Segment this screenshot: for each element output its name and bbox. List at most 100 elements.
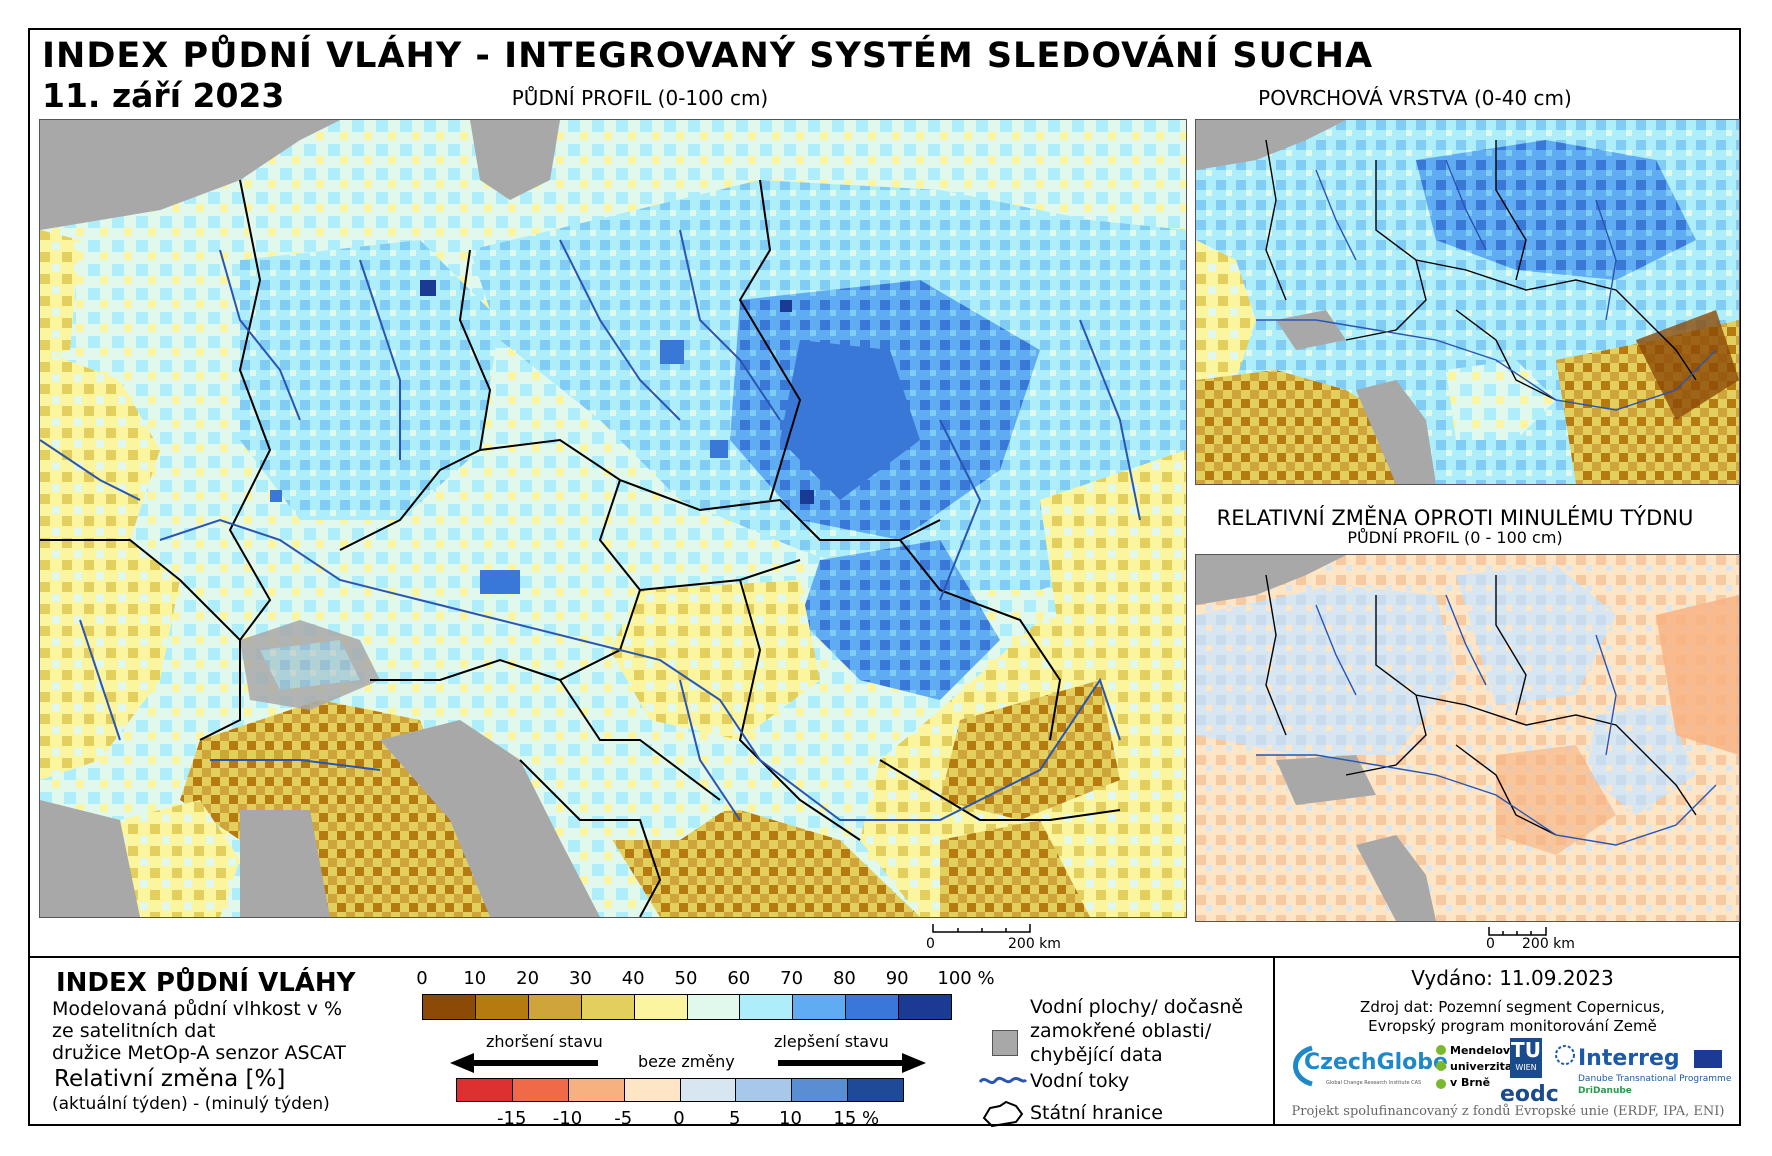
change-scale-end: 200 km — [1522, 936, 1575, 952]
data-source-1: Zdroj dat: Pozemní segment Copernicus, — [1360, 998, 1665, 1016]
main-map-graphic — [40, 120, 1186, 917]
mendel-logo: Mendelova univerzita v Brně — [1434, 1042, 1518, 1106]
change-tick-label: -5 — [614, 1108, 633, 1129]
index-tick-label: 20 — [516, 968, 540, 989]
index-bar-segment — [740, 995, 794, 1019]
change-scale-zero: 0 — [1486, 936, 1495, 952]
czechglobe-text: CzechGlobe — [1304, 1050, 1448, 1075]
change-legend-desc: (aktuální týden) - (minulý týden) — [52, 1094, 330, 1114]
index-bar-segment — [899, 995, 952, 1019]
index-tick-label: 50 — [674, 968, 698, 989]
tu-subtext: WIEN — [1515, 1063, 1537, 1072]
interreg-subtext-1: Danube Transnational Programme — [1578, 1074, 1732, 1084]
czechglobe-subtext: Global Change Research Institute CAS — [1326, 1080, 1422, 1086]
map-frame: INDEX PŮDNÍ VLÁHY - INTEGROVANÝ SYSTÉM S… — [28, 28, 1742, 1129]
legend-divider-vertical — [1273, 956, 1275, 1124]
main-scale-end: 200 km — [1008, 936, 1061, 952]
issued-date: Vydáno: 11.09.2023 — [1411, 966, 1614, 990]
index-bar-segment — [475, 995, 529, 1019]
borders-label: Státní hranice — [1030, 1102, 1163, 1124]
rivers-label: Vodní toky — [1030, 1070, 1130, 1092]
better-label: zlepšení stavu — [774, 1032, 889, 1051]
worse-label: zhoršení stavu — [486, 1032, 603, 1051]
change-tick-label: -10 — [552, 1108, 583, 1129]
index-bar-segment — [528, 995, 582, 1019]
tu-text: TU — [1511, 1038, 1541, 1062]
change-bar-segment — [792, 1079, 849, 1101]
water-label-3: chybějící data — [1030, 1044, 1163, 1066]
change-tick-label: 15 % — [833, 1108, 880, 1129]
data-source-2: Evropský program monitorování Země — [1368, 1017, 1657, 1035]
surface-layer-map — [1195, 119, 1740, 485]
border-symbol-icon — [982, 1100, 1024, 1128]
czechglobe-logo: CzechGlobe Global Change Research Instit… — [1286, 1042, 1448, 1096]
change-tick-label: 0 — [673, 1108, 685, 1129]
main-scale-zero: 0 — [926, 936, 935, 952]
change-bar-segment — [568, 1079, 625, 1101]
tu-wien-logo: TU WIEN — [1510, 1038, 1542, 1078]
change-legend-title: Relativní změna [%] — [54, 1066, 286, 1092]
change-scale-graphic — [1488, 927, 1547, 936]
main-map-subtitle: PŮDNÍ PROFIL (0-100 cm) — [511, 86, 769, 110]
mendel-dots-icon — [1436, 1045, 1446, 1089]
legend-desc-3: družice MetOp-A senzor ASCAT — [52, 1042, 346, 1064]
index-tick-label: 80 — [832, 968, 856, 989]
change-tick-label: -15 — [497, 1108, 527, 1129]
change-scale-bar — [1488, 922, 1548, 941]
river-symbol-icon — [978, 1076, 1028, 1085]
interreg-text: Interreg — [1578, 1046, 1680, 1071]
main-soil-moisture-map — [39, 119, 1187, 918]
mendel-text-1: Mendelova — [1450, 1044, 1518, 1057]
surface-map-subtitle: POVRCHOVÁ VRSTVA (0-40 cm) — [1258, 86, 1572, 110]
change-bar-segment — [512, 1079, 569, 1101]
index-tick-label: 70 — [780, 968, 804, 989]
mendel-text-3: v Brně — [1450, 1076, 1491, 1089]
index-bar-segment — [581, 995, 635, 1019]
page-title: INDEX PŮDNÍ VLÁHY - INTEGROVANÝ SYSTÉM S… — [42, 36, 1374, 76]
interreg-subtext-2: DriDanube — [1578, 1086, 1632, 1096]
index-tick-label: 10 — [463, 968, 487, 989]
surface-map-graphic — [1196, 120, 1739, 484]
water-label-2: zamokřené oblasti/ — [1030, 1020, 1212, 1042]
index-tick-label: 100 % — [937, 968, 995, 989]
index-tick-label: 0 — [416, 968, 428, 989]
relative-change-map — [1195, 554, 1740, 922]
change-tick-label: 10 — [779, 1108, 802, 1129]
change-bar-segment — [848, 1079, 903, 1101]
change-bar-segment — [457, 1079, 513, 1101]
change-colorbar — [456, 1078, 904, 1102]
trend-arrows — [450, 1053, 926, 1073]
index-tick-label: 60 — [727, 968, 751, 989]
missing-data-swatch — [992, 1030, 1018, 1056]
mendel-text-2: univerzita — [1450, 1060, 1513, 1073]
issue-date-heading: 11. září 2023 — [42, 76, 285, 115]
legend-desc-1: Modelovaná půdní vlhkost v % — [52, 998, 343, 1020]
change-map-graphic — [1196, 555, 1739, 921]
change-tick-label: 5 — [729, 1108, 741, 1129]
change-bar-segment — [680, 1079, 737, 1101]
index-bar-segment — [846, 995, 900, 1019]
index-tick-label: 40 — [621, 968, 645, 989]
legend-title: INDEX PŮDNÍ VLÁHY — [56, 968, 356, 998]
project-note: Projekt spolufinancovaný z fondů Evropsk… — [1291, 1104, 1725, 1119]
czechglobe-arc-icon — [1293, 1045, 1313, 1087]
eodc-logo: eodc — [1500, 1082, 1559, 1107]
index-bar-segment — [793, 995, 847, 1019]
index-bar-segment — [423, 995, 476, 1019]
change-map-subtitle: PŮDNÍ PROFIL (0 - 100 cm) — [1347, 528, 1563, 547]
water-label-1: Vodní plochy/ dočasně — [1030, 996, 1244, 1018]
main-scale-graphic — [932, 924, 1031, 933]
index-tick-label: 90 — [885, 968, 909, 989]
change-bar-segment — [736, 1079, 793, 1101]
change-bar-segment — [624, 1079, 681, 1101]
index-tick-label: 30 — [568, 968, 592, 989]
no-change-label: beze změny — [638, 1052, 735, 1071]
interreg-logo: Interreg Danube Transnational Programme … — [1552, 1038, 1742, 1102]
eu-flag-icon — [1694, 1050, 1722, 1068]
change-map-title: RELATIVNÍ ZMĚNA OPROTI MINULÉMU TÝDNU — [1216, 506, 1694, 530]
legend-desc-2: ze satelitních dat — [52, 1020, 216, 1042]
interreg-star-icon — [1555, 1045, 1575, 1065]
legend-divider-horizontal — [30, 956, 1739, 958]
index-colorbar — [422, 994, 952, 1020]
index-bar-segment — [634, 995, 688, 1019]
